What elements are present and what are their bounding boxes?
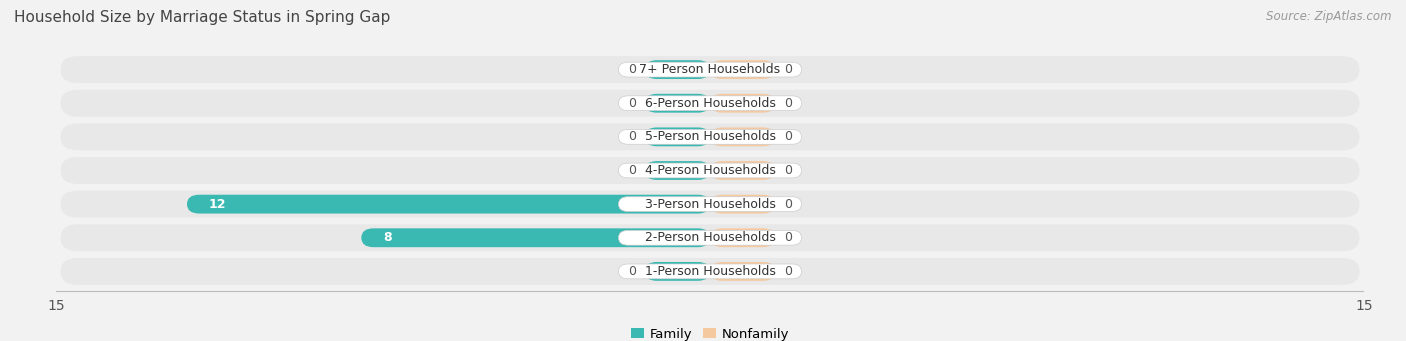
Text: 0: 0 <box>628 164 636 177</box>
FancyBboxPatch shape <box>60 191 1360 218</box>
FancyBboxPatch shape <box>619 197 801 211</box>
FancyBboxPatch shape <box>60 258 1360 285</box>
FancyBboxPatch shape <box>644 262 710 281</box>
FancyBboxPatch shape <box>619 231 801 245</box>
FancyBboxPatch shape <box>60 90 1360 117</box>
FancyBboxPatch shape <box>619 130 801 144</box>
FancyBboxPatch shape <box>710 262 776 281</box>
Text: 0: 0 <box>628 265 636 278</box>
FancyBboxPatch shape <box>60 224 1360 251</box>
FancyBboxPatch shape <box>710 94 776 113</box>
Legend: Family, Nonfamily: Family, Nonfamily <box>631 328 789 341</box>
FancyBboxPatch shape <box>644 94 710 113</box>
Text: Source: ZipAtlas.com: Source: ZipAtlas.com <box>1267 10 1392 23</box>
Text: 1-Person Households: 1-Person Households <box>644 265 776 278</box>
Text: 7+ Person Households: 7+ Person Households <box>640 63 780 76</box>
Text: 0: 0 <box>628 130 636 143</box>
Text: 8: 8 <box>382 231 392 244</box>
FancyBboxPatch shape <box>60 157 1360 184</box>
Text: 0: 0 <box>785 198 792 211</box>
FancyBboxPatch shape <box>60 56 1360 83</box>
Text: 6-Person Households: 6-Person Households <box>644 97 776 110</box>
FancyBboxPatch shape <box>187 195 710 213</box>
FancyBboxPatch shape <box>644 128 710 146</box>
FancyBboxPatch shape <box>710 128 776 146</box>
FancyBboxPatch shape <box>710 161 776 180</box>
Text: 12: 12 <box>208 198 226 211</box>
FancyBboxPatch shape <box>710 60 776 79</box>
FancyBboxPatch shape <box>710 195 776 213</box>
FancyBboxPatch shape <box>710 228 776 247</box>
Text: 4-Person Households: 4-Person Households <box>644 164 776 177</box>
Text: 3-Person Households: 3-Person Households <box>644 198 776 211</box>
FancyBboxPatch shape <box>619 62 801 77</box>
Text: 0: 0 <box>785 130 792 143</box>
Text: 0: 0 <box>785 265 792 278</box>
FancyBboxPatch shape <box>361 228 710 247</box>
FancyBboxPatch shape <box>644 161 710 180</box>
FancyBboxPatch shape <box>644 60 710 79</box>
FancyBboxPatch shape <box>619 163 801 178</box>
Text: 0: 0 <box>785 63 792 76</box>
FancyBboxPatch shape <box>619 96 801 110</box>
Text: 2-Person Households: 2-Person Households <box>644 231 776 244</box>
FancyBboxPatch shape <box>619 264 801 279</box>
Text: 0: 0 <box>785 164 792 177</box>
Text: 0: 0 <box>785 97 792 110</box>
FancyBboxPatch shape <box>60 123 1360 150</box>
Text: 5-Person Households: 5-Person Households <box>644 130 776 143</box>
Text: 0: 0 <box>628 63 636 76</box>
Text: 0: 0 <box>628 97 636 110</box>
Text: 0: 0 <box>785 231 792 244</box>
Text: Household Size by Marriage Status in Spring Gap: Household Size by Marriage Status in Spr… <box>14 10 391 25</box>
